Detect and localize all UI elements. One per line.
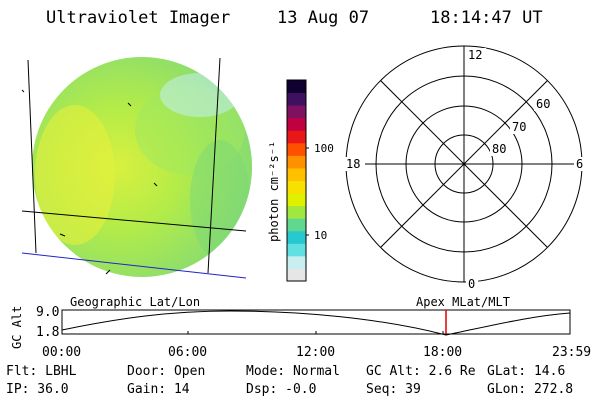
alt-plot-ylabel: GC Alt (10, 306, 24, 349)
info-gc-alt: GC Alt: 2.6 Re (366, 364, 476, 379)
xtick-0000: 00:00 (42, 345, 82, 360)
colorbar-segment (287, 205, 306, 219)
xtick-1200: 12:00 (296, 345, 336, 360)
apex-label: Apex MLat/MLT (416, 295, 510, 309)
colorbar (286, 79, 307, 282)
xtick-0600: 06:00 (168, 345, 208, 360)
lat-label-80: 80 (492, 142, 506, 156)
colorbar-segment (287, 92, 306, 106)
colorbar-segment (287, 180, 306, 194)
info-ip: IP: 36.0 (6, 382, 69, 397)
colorbar-segment (287, 268, 306, 282)
ytick-high: 9.0 (36, 305, 60, 320)
info-flt: Flt: LBHL (6, 364, 77, 379)
xtick-1800: 18:00 (423, 345, 463, 360)
colorbar-tick-100: 100 (314, 142, 334, 155)
colorbar-segment (287, 80, 306, 94)
colorbar-segment (287, 243, 306, 257)
colorbar-segment (287, 130, 306, 144)
colorbar-segment (287, 142, 306, 156)
colorbar-segment (287, 105, 306, 119)
lat-label-70: 70 (512, 120, 526, 134)
altitude-plot (61, 309, 571, 336)
info-seq: Seq: 39 (366, 382, 421, 397)
mlt-label-18: 18 (346, 157, 360, 171)
coast-line (21, 252, 247, 279)
uv-image-panel (21, 57, 252, 279)
lon-line (27, 59, 37, 254)
lat-label-60: 60 (536, 97, 550, 111)
date-label: 13 Aug 07 (277, 8, 370, 28)
colorbar-segment (287, 117, 306, 131)
info-glat: GLat: 14.6 (487, 364, 566, 379)
colorbar-segment (287, 218, 306, 232)
colorbar-tick-10: 10 (314, 229, 327, 242)
info-door: Door: Open (127, 364, 206, 379)
colorbar-segment (287, 230, 306, 244)
colorbar-segment (287, 193, 306, 207)
info-glon: GLon: 272.8 (487, 382, 574, 397)
time-label: 18:14:47 UT (430, 8, 543, 28)
mlt-label-6: 6 (576, 157, 583, 171)
colorbar-segment (287, 255, 306, 269)
xtick-2359: 23:59 (552, 345, 592, 360)
mlt-label-12: 12 (468, 48, 482, 62)
geo-label: Geographic Lat/Lon (70, 295, 201, 309)
colorbar-unit-label: photon cm⁻²s⁻¹ (267, 141, 281, 242)
lat-line (21, 210, 247, 232)
app-title: Ultraviolet Imager (46, 8, 231, 28)
lon-line (207, 57, 221, 274)
altitude-curve (61, 310, 571, 336)
colorbar-segment (287, 155, 306, 169)
info-dsp: Dsp: -0.0 (246, 382, 317, 397)
polar-plot (345, 45, 583, 283)
ytick-low: 1.8 (36, 325, 60, 340)
info-gain: Gain: 14 (127, 382, 190, 397)
colorbar-segment (287, 167, 306, 181)
mlt-label-0: 0 (468, 277, 475, 291)
info-mode: Mode: Normal (246, 364, 340, 379)
